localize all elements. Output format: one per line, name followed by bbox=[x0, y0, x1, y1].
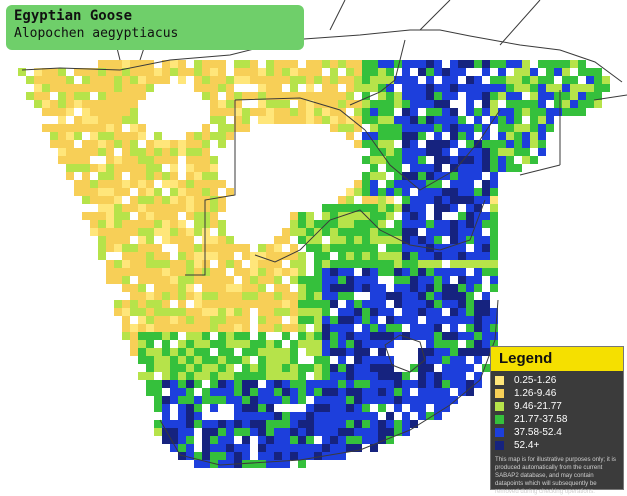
legend-swatch bbox=[495, 389, 504, 398]
common-name: Egyptian Goose bbox=[14, 8, 133, 24]
legend-label: 21.77-37.58 bbox=[514, 414, 568, 425]
legend-item: 21.77-37.58 bbox=[495, 413, 619, 426]
border-lesotho bbox=[384, 334, 426, 373]
legend-label: 1.26-9.46 bbox=[514, 388, 557, 399]
border-namibia bbox=[185, 100, 236, 276]
legend-swatch bbox=[495, 376, 504, 385]
distribution-cells bbox=[18, 60, 610, 468]
legend-swatch bbox=[495, 402, 504, 411]
legend-swatch bbox=[495, 428, 504, 437]
country-borders bbox=[21, 0, 627, 466]
border-zimbabwe bbox=[349, 39, 406, 106]
legend-swatch bbox=[495, 441, 504, 450]
legend-panel: Legend 0.25-1.26 1.26-9.46 9.46-21.77 21.77… bbox=[490, 346, 624, 495]
border-mozambique bbox=[364, 109, 501, 191]
legend-label: 52.4+ bbox=[514, 440, 540, 451]
legend-item: 1.26-9.46 bbox=[495, 387, 619, 400]
coast-south bbox=[159, 299, 499, 466]
border-south-africa bbox=[254, 199, 486, 263]
legend-label: 37.58-52.4 bbox=[514, 427, 562, 438]
legend-disclaimer: This map is for illustrative purposes on… bbox=[495, 456, 616, 495]
legend-item: 37.58-52.4 bbox=[495, 426, 619, 439]
border-botswana bbox=[234, 97, 366, 131]
scientific-name: Alopochen aegyptiacus bbox=[14, 26, 179, 41]
legend-label: 9.46-21.77 bbox=[514, 401, 562, 412]
legend-entries: 0.25-1.26 1.26-9.46 9.46-21.77 21.77-37.58 3… bbox=[491, 371, 623, 452]
legend-item: 0.25-1.26 bbox=[495, 374, 619, 387]
legend-swatch bbox=[495, 415, 504, 424]
legend-heading: Legend bbox=[491, 347, 623, 371]
legend-label: 0.25-1.26 bbox=[514, 375, 557, 386]
legend-item: 52.4+ bbox=[495, 439, 619, 452]
legend-item: 9.46-21.77 bbox=[495, 400, 619, 413]
species-title-box: Egyptian Goose Alopochen aegyptiacus bbox=[6, 5, 304, 50]
